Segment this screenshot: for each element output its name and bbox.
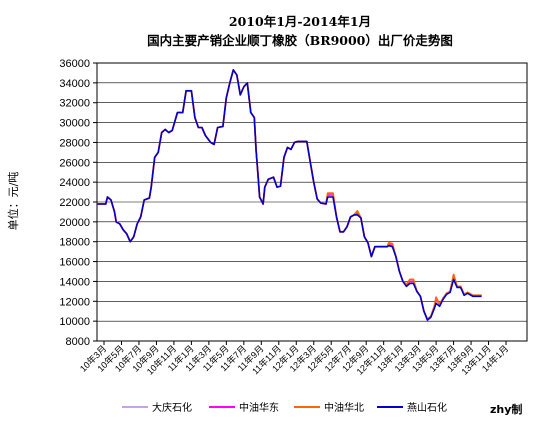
series-line: [97, 69, 482, 320]
legend: 大庆石化 中油华东 中油华北 燕山石化: [122, 401, 447, 414]
y-tick-label: 36000: [59, 58, 90, 70]
y-tick-label: 32000: [59, 98, 90, 110]
y-tick-label: 10000: [59, 316, 90, 328]
y-tick-label: 22000: [59, 197, 90, 209]
y-axis-ticks: 8000 10000 12000 14000 16000 18000 20000 22000 2…: [59, 58, 97, 348]
legend-label: 燕山石化: [407, 401, 447, 414]
y-tick-label: 28000: [59, 137, 90, 149]
y-tick-label: 30000: [59, 118, 90, 130]
y-tick-label: 14000: [59, 276, 90, 288]
y-tick-label: 26000: [59, 157, 90, 169]
series-line: [97, 69, 482, 321]
series-lines: [97, 69, 482, 321]
gridlines: [97, 82, 527, 322]
legend-label: 中油华北: [324, 401, 364, 414]
series-line: [97, 69, 482, 320]
y-tick-label: 8000: [66, 336, 90, 348]
legend-label: 大庆石化: [152, 401, 192, 414]
y-tick-label: 20000: [59, 217, 90, 229]
y-tick-label: 34000: [59, 78, 90, 90]
y-tick-label: 12000: [59, 296, 90, 308]
y-axis-label: 单位：元/吨: [6, 172, 20, 231]
x-axis-ticks: 10年3月10年5月10年7月10年9月10年11月11年1月11年3月11年5…: [77, 341, 510, 377]
watermark: zhy制: [490, 402, 522, 416]
y-tick-label: 16000: [59, 257, 90, 269]
chart-title: 2010年1月-2014年1月: [229, 14, 371, 29]
y-tick-label: 24000: [59, 177, 90, 189]
y-tick-label: 18000: [59, 237, 90, 249]
chart-subtitle: 国内主要产销企业顺丁橡胶（BR9000）出厂价走势图: [147, 33, 453, 48]
legend-label: 中油华东: [239, 401, 279, 414]
series-line: [97, 69, 482, 321]
